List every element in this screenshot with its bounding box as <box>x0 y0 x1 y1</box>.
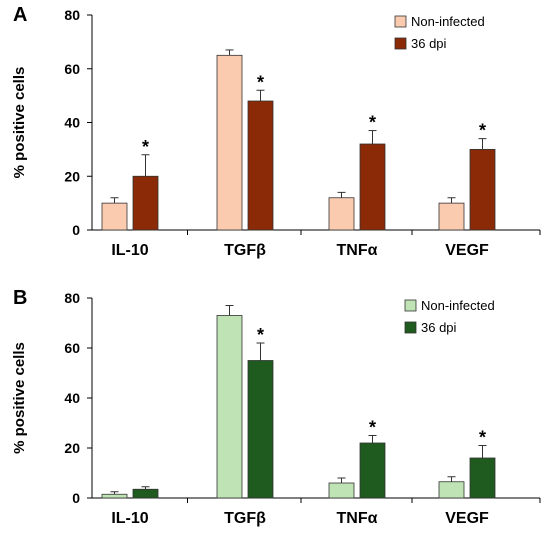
bar-non-infected <box>328 482 355 499</box>
x-category-label: TNFα <box>337 510 378 527</box>
legend-label: Non-infected <box>411 14 485 29</box>
significance-asterisk: * <box>257 72 264 92</box>
legend-swatch <box>404 299 417 312</box>
x-category-label: TNFα <box>337 242 378 259</box>
significance-asterisk: * <box>369 113 376 133</box>
significance-asterisk: * <box>257 325 264 345</box>
bar-non-infected <box>101 493 128 499</box>
significance-asterisk: * <box>142 137 149 157</box>
bar-36-dpi <box>132 488 159 499</box>
bar-non-infected <box>438 481 465 499</box>
bar-non-infected <box>328 197 355 231</box>
bar-36-dpi <box>247 100 274 231</box>
x-category-label: IL-10 <box>111 242 148 259</box>
bar-non-infected <box>216 54 243 231</box>
y-axis-label: % positive cells <box>11 342 28 454</box>
bar-36-dpi <box>359 143 386 231</box>
y-tick-label: 40 <box>64 390 80 406</box>
x-category-label: TGFβ <box>224 242 266 259</box>
y-axis-label: % positive cells <box>11 67 28 179</box>
y-tick-label: 20 <box>64 168 80 184</box>
legend-swatch <box>394 37 407 50</box>
legend-swatch <box>394 15 407 28</box>
bar-non-infected <box>216 315 243 499</box>
bar-36-dpi <box>469 148 496 231</box>
significance-asterisk: * <box>479 121 486 141</box>
significance-asterisk: * <box>369 418 376 438</box>
bar-non-infected <box>101 202 128 231</box>
x-category-label: VEGF <box>445 242 489 259</box>
panel-label: A <box>13 4 27 26</box>
bar-36-dpi <box>247 360 274 499</box>
chart-panel-a: A 0 20 40 60 80 % positive cells IL-10 TGFβ TNFα V… <box>11 4 541 259</box>
panel-label: B <box>13 287 27 309</box>
bar-36-dpi <box>359 442 386 499</box>
x-category-label: TGFβ <box>224 510 266 527</box>
y-tick-label: 80 <box>64 7 80 23</box>
y-tick-label: 60 <box>64 340 80 356</box>
legend-label: 36 dpi <box>421 320 457 335</box>
legend-label: Non-infected <box>421 298 495 313</box>
y-tick-label: 40 <box>64 115 80 131</box>
legend-label: 36 dpi <box>411 36 447 51</box>
bar-36-dpi <box>469 457 496 499</box>
chart-panel-b: B 0 20 40 60 80 % positive cells IL-10 TGFβ TNFα V… <box>11 287 541 527</box>
bar-non-infected <box>438 202 465 231</box>
x-category-label: IL-10 <box>111 510 148 527</box>
bar-36-dpi <box>132 175 159 231</box>
y-tick-label: 80 <box>64 290 80 306</box>
legend-swatch <box>404 321 417 334</box>
y-tick-label: 60 <box>64 61 80 77</box>
y-tick-label: 0 <box>72 490 80 506</box>
significance-asterisk: * <box>479 428 486 448</box>
x-category-label: VEGF <box>445 510 489 527</box>
y-tick-label: 0 <box>72 222 80 238</box>
y-tick-label: 20 <box>64 440 80 456</box>
